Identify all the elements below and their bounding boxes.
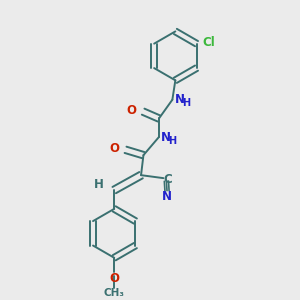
Text: H: H [169,136,177,146]
Text: N: N [162,190,172,203]
Text: O: O [109,142,119,155]
Text: N: N [161,131,171,144]
Text: CH₃: CH₃ [104,288,125,298]
Text: H: H [182,98,190,108]
Text: C: C [164,172,172,185]
Text: O: O [109,272,119,285]
Text: N: N [175,93,185,106]
Text: O: O [127,103,136,117]
Text: H: H [94,178,104,190]
Text: Cl: Cl [202,36,214,49]
